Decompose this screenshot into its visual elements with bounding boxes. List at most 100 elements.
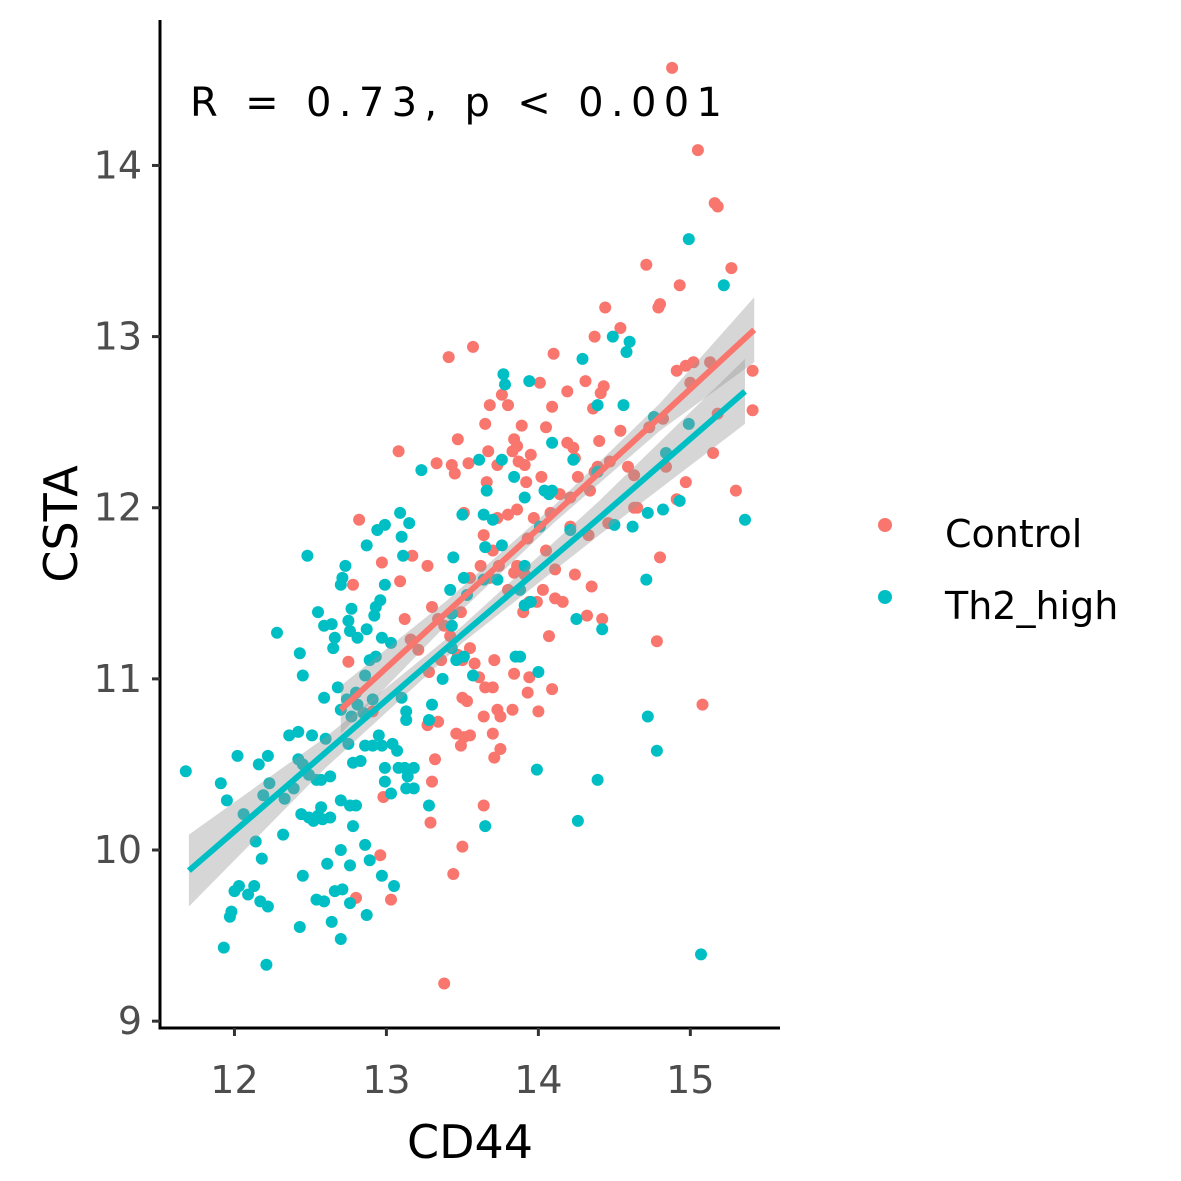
point-th2-high [473, 453, 486, 466]
point-control [561, 385, 574, 398]
point-control [520, 476, 533, 489]
point-th2-high [378, 518, 391, 531]
point-th2-high [293, 647, 306, 660]
point-control [707, 447, 720, 459]
point-th2-high [491, 573, 504, 586]
point-th2-high [369, 650, 382, 663]
x-tick-label: 12 [210, 1058, 258, 1102]
point-th2-high [397, 549, 410, 562]
point-control [406, 549, 419, 562]
y-tick-label: 13 [94, 315, 142, 359]
point-th2-high [596, 623, 609, 636]
point-control [515, 419, 528, 432]
point-th2-high [306, 729, 318, 742]
point-th2-high [366, 739, 379, 752]
point-th2-high [378, 578, 391, 591]
point-control [631, 501, 644, 514]
point-th2-high [217, 941, 230, 954]
point-th2-high [339, 559, 352, 572]
point-control [426, 775, 438, 788]
point-th2-high [518, 559, 531, 572]
y-axis-title: CSTA [34, 465, 88, 583]
point-th2-high [682, 233, 695, 246]
point-control [494, 743, 507, 755]
point-control [502, 399, 514, 412]
point-control [691, 144, 704, 157]
x-tick-label: 14 [514, 1058, 562, 1102]
point-th2-high [530, 763, 543, 776]
point-th2-high [307, 814, 320, 827]
y-tick-label: 12 [94, 486, 142, 530]
point-th2-high [415, 464, 428, 477]
point-control [593, 435, 606, 447]
x-axis-ticks: 12 13 14 15 [210, 1028, 715, 1102]
point-th2-high [372, 729, 385, 742]
point-th2-high [546, 436, 559, 449]
point-control [447, 868, 460, 880]
point-control [729, 484, 742, 497]
point-control [438, 977, 451, 990]
point-th2-high [717, 279, 730, 292]
y-tick-label: 10 [94, 828, 142, 872]
point-th2-high [231, 749, 244, 762]
point-control [540, 544, 552, 557]
point-th2-high [395, 530, 408, 543]
point-control [508, 667, 521, 680]
point-th2-high [407, 761, 420, 774]
point-th2-high [334, 933, 347, 945]
point-control [488, 751, 501, 764]
point-th2-high [296, 869, 309, 882]
point-control [746, 364, 759, 377]
point-th2-high [366, 693, 379, 706]
point-control [523, 671, 536, 684]
point-th2-high [378, 775, 391, 788]
point-th2-high [263, 777, 276, 790]
point-control [687, 356, 700, 369]
point-th2-high [248, 880, 261, 892]
point-th2-high [623, 335, 636, 348]
x-tick-label: 15 [666, 1058, 714, 1102]
point-control [462, 457, 475, 470]
point-th2-high [312, 606, 324, 619]
point-th2-high [327, 642, 340, 655]
x-axis-title: CD44 [407, 1115, 533, 1169]
point-control [581, 609, 593, 622]
point-control [511, 503, 524, 516]
point-control [426, 601, 438, 613]
point-control [650, 635, 663, 648]
point-control [454, 606, 467, 619]
point-th2-high [271, 626, 283, 639]
point-th2-high [385, 787, 397, 800]
legend-marker-th2-high [878, 590, 892, 604]
point-th2-high [388, 880, 400, 892]
point-th2-high [524, 595, 537, 608]
point-th2-high [564, 524, 577, 536]
point-th2-high [351, 698, 364, 711]
point-th2-high [325, 915, 338, 928]
point-control [628, 469, 641, 482]
point-th2-high [242, 888, 255, 901]
point-control [424, 816, 437, 829]
point-th2-high [495, 539, 508, 552]
point-th2-high [228, 885, 241, 898]
point-th2-high [319, 732, 332, 745]
point-control [506, 703, 519, 716]
point-th2-high [334, 578, 347, 591]
point-control [464, 729, 476, 742]
point-th2-high [214, 777, 227, 790]
point-th2-high [347, 820, 359, 833]
point-th2-high [523, 375, 536, 388]
point-th2-high [301, 549, 314, 562]
point-th2-high [296, 669, 309, 682]
point-control [477, 529, 490, 542]
point-control [670, 364, 683, 377]
point-control [533, 376, 546, 389]
point-th2-high [532, 666, 545, 678]
point-th2-high [318, 895, 331, 908]
point-th2-high [360, 539, 373, 552]
point-th2-high [261, 749, 274, 762]
point-th2-high [360, 909, 373, 921]
point-th2-high [641, 710, 654, 723]
point-control [521, 686, 534, 699]
point-control [536, 583, 549, 596]
